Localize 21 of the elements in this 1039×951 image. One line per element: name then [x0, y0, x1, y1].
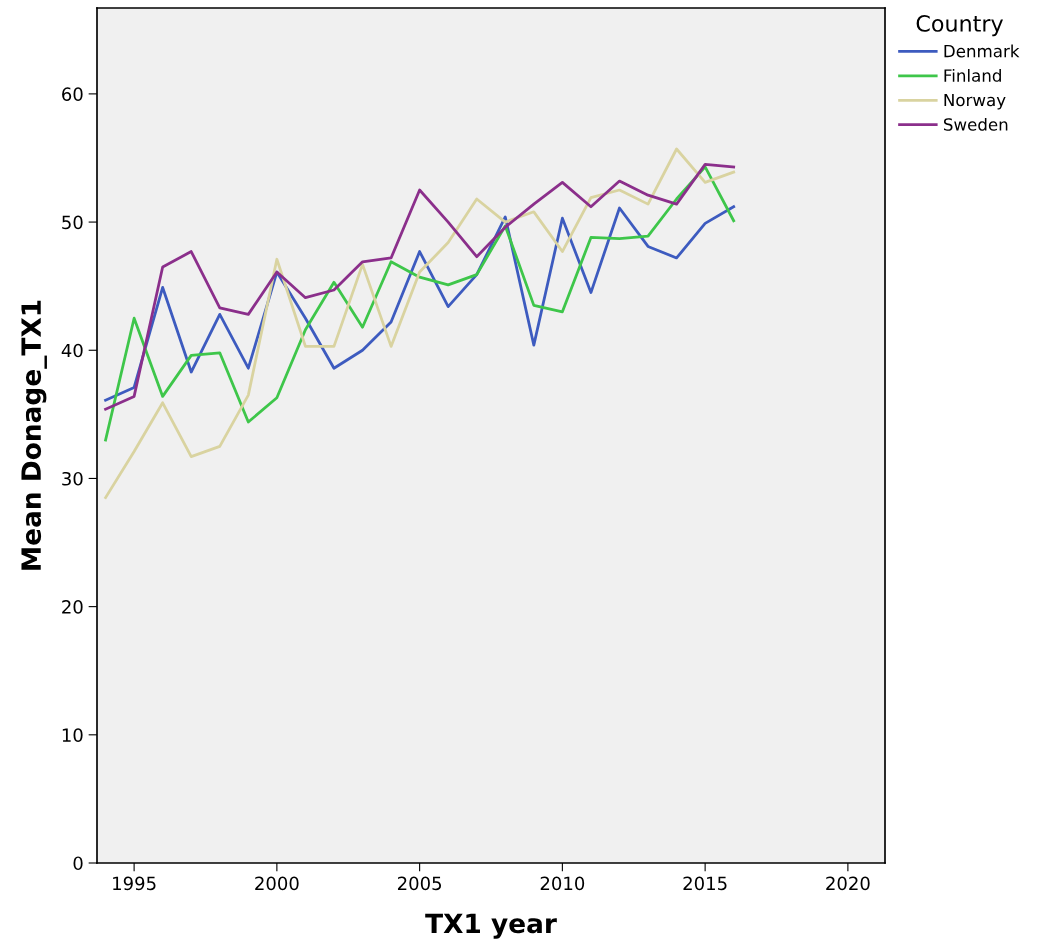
y-axis-title: Mean Donage_TX1 [21, 300, 47, 570]
line-series [104, 147, 736, 500]
legend-label: Sweden [943, 117, 1008, 131]
legend-label: Finland [944, 68, 1001, 82]
x-tick-label: 2020 [826, 876, 870, 891]
y-tick-label: 40 [61, 343, 83, 358]
x-tick-label: 1995 [113, 876, 156, 891]
y-tick-label: 30 [62, 471, 83, 486]
legend-label: Denmark [944, 44, 1020, 58]
x-axis-title: TX1 year [425, 913, 557, 939]
y-tick-label: 0 [73, 856, 83, 871]
y-tick-label: 50 [62, 215, 83, 230]
y-tick-label: 20 [62, 600, 83, 614]
x-tick-label: 2010 [540, 876, 585, 891]
legend-label: Norway [944, 93, 1006, 110]
x-tick-label: 2005 [397, 876, 442, 891]
y-tick-label: 60 [62, 87, 83, 101]
x-tick-label: 2015 [683, 876, 727, 891]
y-tick-label: 10 [62, 728, 83, 742]
legend-title: Country [916, 15, 1003, 37]
x-tick-label: 2000 [255, 876, 299, 891]
